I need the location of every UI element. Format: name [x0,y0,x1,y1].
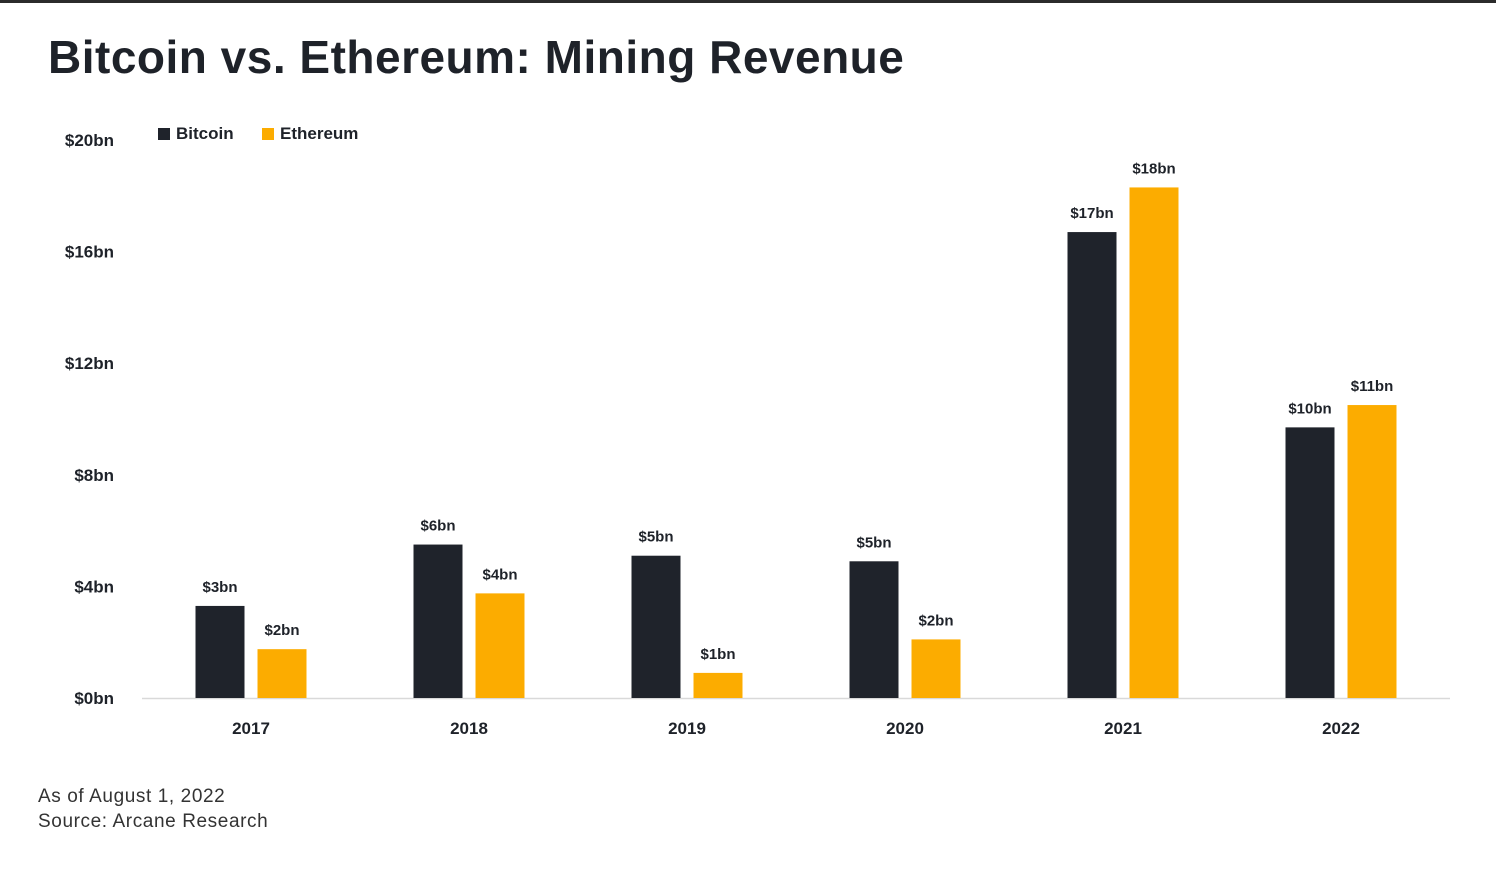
y-tick-label: $0bn [74,689,114,708]
x-tick-label: 2020 [886,719,924,738]
y-tick-label: $8bn [74,466,114,485]
bitcoin-bar-2019 [631,555,681,698]
ethereum-value-label: $2bn [918,612,953,629]
ethereum-legend-label: Ethereum [280,124,358,143]
bitcoin-value-label: $17bn [1070,205,1113,222]
ethereum-value-label: $11bn [1351,378,1394,395]
bitcoin-value-label: $10bn [1288,400,1331,417]
y-tick-label: $16bn [65,243,114,262]
bitcoin-value-label: $6bn [420,518,455,535]
ethereum-bar-2020 [911,639,961,698]
bitcoin-bar-2022 [1285,427,1335,698]
bitcoin-bar-2017 [195,605,245,698]
top-border [0,0,1496,3]
ethereum-bar-2018 [475,593,525,698]
y-tick-label: $12bn [65,354,114,373]
x-tick-label: 2017 [232,719,270,738]
bitcoin-bar-2020 [849,561,899,698]
x-tick-label: 2019 [668,719,706,738]
x-tick-label: 2022 [1322,719,1360,738]
ethereum-value-label: $2bn [264,622,299,639]
ethereum-legend-swatch [262,128,274,140]
bitcoin-bar-2021 [1067,232,1117,698]
bitcoin-bar-2018 [413,544,463,698]
ethereum-bar-2019 [693,672,743,698]
y-tick-label: $4bn [74,577,114,596]
bitcoin-legend-label: Bitcoin [176,124,234,143]
ethereum-bar-2022 [1347,405,1397,698]
ethereum-value-label: $18bn [1132,160,1175,177]
chart-title: Bitcoin vs. Ethereum: Mining Revenue [48,31,905,83]
x-tick-label: 2018 [450,719,488,738]
ethereum-bar-2021 [1129,187,1179,698]
bitcoin-value-label: $5bn [638,529,673,546]
bitcoin-value-label: $3bn [202,579,237,596]
ethereum-value-label: $4bn [482,566,517,583]
bitcoin-value-label: $5bn [856,534,891,551]
source-note: Source: Arcane Research [38,811,269,832]
ethereum-value-label: $1bn [700,646,735,663]
x-tick-label: 2021 [1104,719,1142,738]
bitcoin-legend-swatch [158,128,170,140]
date-note: As of August 1, 2022 [38,786,226,807]
ethereum-bar-2017 [257,649,307,698]
y-tick-label: $20bn [65,131,114,150]
